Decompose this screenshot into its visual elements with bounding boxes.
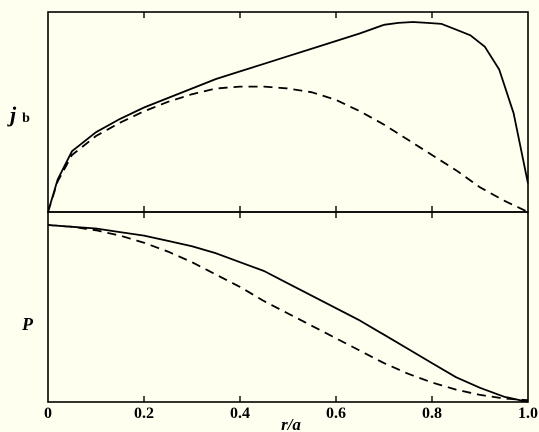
series-line-jb-solid — [47, 21, 529, 213]
plot-frame-p — [47, 211, 529, 403]
series-line-p-solid — [47, 224, 529, 403]
y-axis-label-p: P — [21, 314, 34, 334]
x-tick-label-2: 0.4 — [230, 405, 250, 422]
plot-frame-jb — [47, 11, 529, 213]
series-line-jb-dashed — [47, 85, 529, 213]
x-tick-labels: 0 0.2 0.4 0.6 0.8 1.0 — [44, 405, 538, 422]
panel-p — [47, 211, 529, 403]
series-line-p-dashed — [47, 224, 529, 402]
x-axis-label: r/a — [281, 415, 301, 432]
y-axis-label-jb-sub: b — [22, 111, 30, 126]
x-tick-label-5: 1.0 — [518, 405, 538, 422]
panel-jb — [47, 11, 529, 213]
x-tick-label-4: 0.8 — [422, 405, 442, 422]
x-tick-label-3: 0.6 — [326, 405, 346, 422]
x-tick-label-1: 0.2 — [134, 405, 154, 422]
x-tick-label-0: 0 — [44, 405, 52, 422]
